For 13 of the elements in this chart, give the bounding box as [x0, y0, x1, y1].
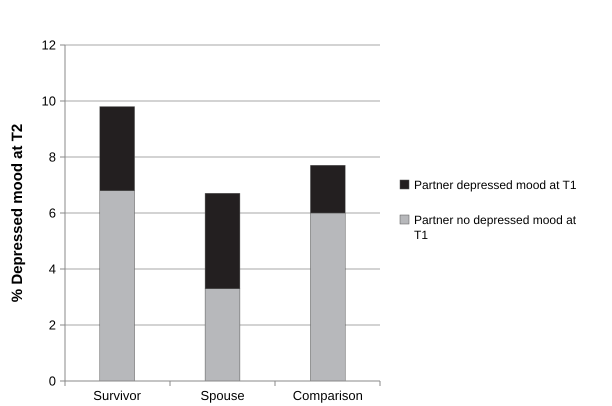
y-tick-label: 6 — [48, 206, 56, 221]
legend-label: Partner no depressed mood at T1 — [414, 213, 577, 242]
x-tick-label: Spouse — [200, 388, 245, 403]
y-tick-label: 10 — [42, 94, 56, 109]
y-axis-title: % Depressed mood at T2 — [9, 124, 26, 302]
x-tick-label: Comparison — [292, 388, 363, 403]
y-tick-label: 4 — [48, 262, 56, 277]
y-tick-label: 8 — [48, 150, 56, 165]
x-tick-label: Survivor — [93, 388, 142, 403]
legend-label: Partner depressed mood at T1 — [414, 178, 577, 192]
y-tick-label: 2 — [48, 318, 56, 333]
y-tick-label: 12 — [42, 38, 56, 53]
y-tick-label: 0 — [48, 374, 56, 389]
